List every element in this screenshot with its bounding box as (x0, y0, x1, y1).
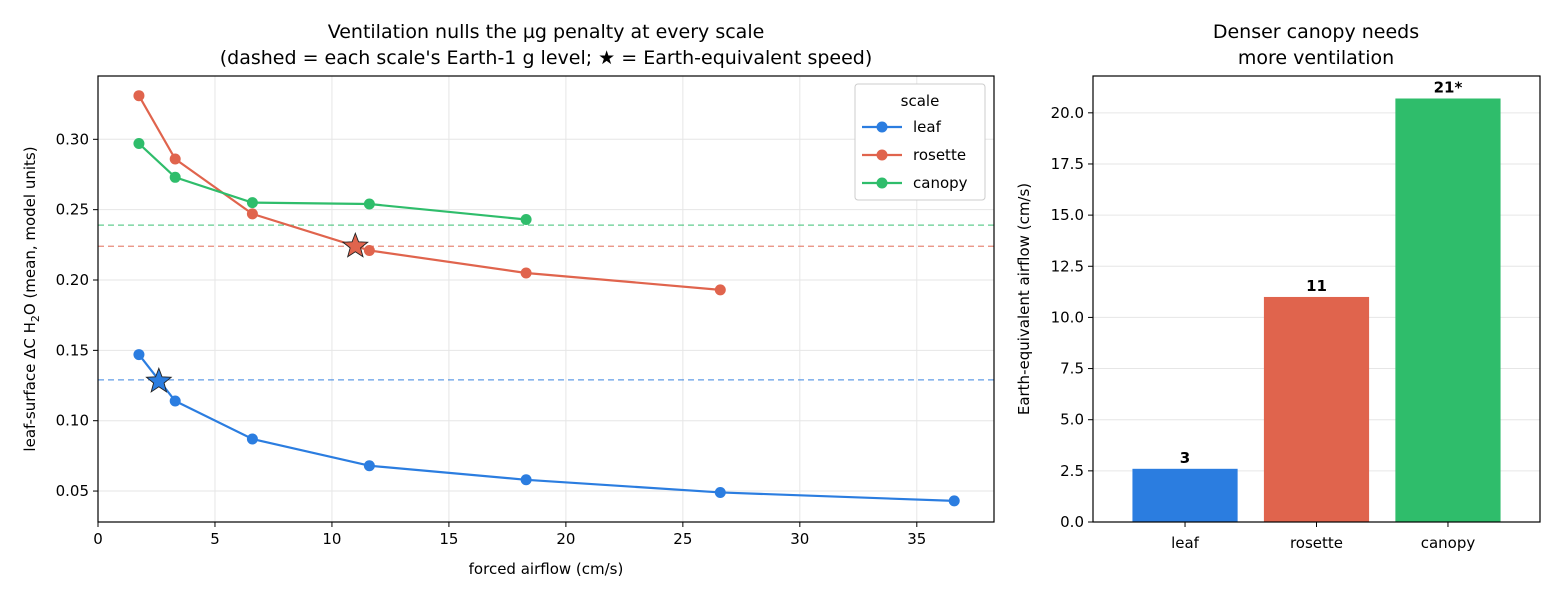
data-point-canopy (169, 171, 181, 183)
bar-chart-bars: 3 11 21* (1132, 79, 1501, 523)
bar-y-tick-label: 15.0 (1051, 206, 1084, 224)
star-marker-rosette (341, 231, 369, 258)
x-tick-label: 35 (907, 530, 926, 548)
legend-title: scale (901, 92, 940, 110)
data-point-rosette (133, 90, 145, 102)
line-chart-title: Ventilation nulls the µg penalty at ever… (328, 21, 765, 43)
legend-marker-rosette (876, 149, 888, 161)
bar-y-tick-label: 2.5 (1060, 462, 1084, 480)
data-point-canopy (246, 197, 258, 209)
bar-y-tick-label: 10.0 (1051, 308, 1084, 326)
bar-category-label-rosette: rosette (1290, 534, 1343, 552)
y-tick-label: 0.05 (56, 482, 89, 500)
bar-y-tick-label: 17.5 (1051, 155, 1084, 173)
bar-value-label-rosette: 11 (1306, 277, 1327, 295)
bar-chart-subtitle: more ventilation (1238, 47, 1394, 69)
bar-y-tick-label: 7.5 (1060, 360, 1084, 378)
x-tick-label: 10 (322, 530, 341, 548)
x-tick-label: 25 (673, 530, 692, 548)
series-line-canopy (138, 142, 527, 221)
legend: scale leaf rosette canopy (854, 83, 986, 201)
data-point-rosette (169, 153, 181, 165)
data-point-canopy (520, 214, 532, 226)
line-chart-grid (97, 76, 994, 522)
line-chart-ticks: 0 5 10 15 20 25 30 35 0.05 0.10 0.15 0.20 0.25 0.30 (56, 130, 927, 548)
bar-chart-title: Denser canopy needs (1213, 21, 1419, 43)
x-tick-label: 20 (556, 530, 575, 548)
y-tick-label: 0.15 (56, 341, 89, 359)
x-tick-label: 30 (790, 530, 809, 548)
legend-marker-leaf (876, 121, 888, 133)
line-chart-ylabel: leaf-surface ΔC H2O (mean, model units) (21, 146, 42, 451)
data-point-leaf (363, 460, 375, 472)
y-tick-label: 0.30 (56, 130, 89, 148)
legend-label-leaf: leaf (913, 118, 942, 136)
bar-y-tick-label: 5.0 (1060, 411, 1084, 429)
bar-chart-ylabel: Earth-equivalent airflow (cm/s) (1015, 183, 1033, 415)
y-tick-label: 0.10 (56, 412, 89, 430)
line-chart-subtitle: (dashed = each scale's Earth-1 g level; … (220, 47, 873, 69)
data-point-leaf (714, 486, 726, 498)
legend-label-canopy: canopy (913, 174, 968, 192)
series-line-rosette (137, 95, 721, 291)
legend-label-rosette: rosette (913, 146, 966, 164)
bar-y-tick-label: 20.0 (1051, 104, 1084, 122)
series-line-leaf (138, 353, 955, 502)
data-point-rosette (520, 267, 532, 279)
bar-canopy (1395, 98, 1501, 523)
bar-y-tick-label: 0.0 (1060, 513, 1084, 531)
bar-category-label-leaf: leaf (1171, 534, 1200, 552)
bar-value-label-leaf: 3 (1180, 449, 1190, 467)
ylabel-subscript: 2 (29, 315, 42, 322)
data-point-canopy (363, 198, 375, 210)
x-tick-label: 5 (210, 530, 220, 548)
y-tick-label: 0.25 (56, 201, 89, 219)
line-chart-series (133, 90, 960, 507)
data-point-rosette (363, 244, 375, 256)
legend-marker-canopy (876, 177, 888, 189)
bar-rosette (1263, 296, 1370, 522)
data-point-leaf (520, 474, 532, 486)
star-marker-leaf (145, 367, 173, 393)
data-point-rosette (246, 208, 258, 220)
bar-y-tick-label: 12.5 (1051, 257, 1084, 275)
bar-category-label-canopy: canopy (1421, 534, 1476, 552)
data-point-rosette (714, 284, 726, 296)
line-chart-xlabel: forced airflow (cm/s) (469, 560, 624, 578)
data-point-leaf (133, 349, 145, 361)
line-chart-frame (97, 75, 995, 523)
x-tick-label: 0 (93, 530, 103, 548)
data-point-leaf (246, 433, 258, 445)
data-point-canopy (133, 138, 145, 150)
x-tick-label: 15 (439, 530, 458, 548)
bar-leaf (1132, 468, 1238, 522)
data-point-leaf (948, 495, 960, 507)
data-point-leaf (169, 395, 181, 407)
earth-level-lines (98, 224, 994, 381)
y-tick-label: 0.20 (56, 271, 89, 289)
bar-value-label-canopy: 21* (1434, 79, 1463, 97)
bar-chart-ticks: 0.0 2.5 5.0 7.5 10.0 12.5 15.0 17.5 20.0 leaf rose… (1051, 104, 1476, 552)
